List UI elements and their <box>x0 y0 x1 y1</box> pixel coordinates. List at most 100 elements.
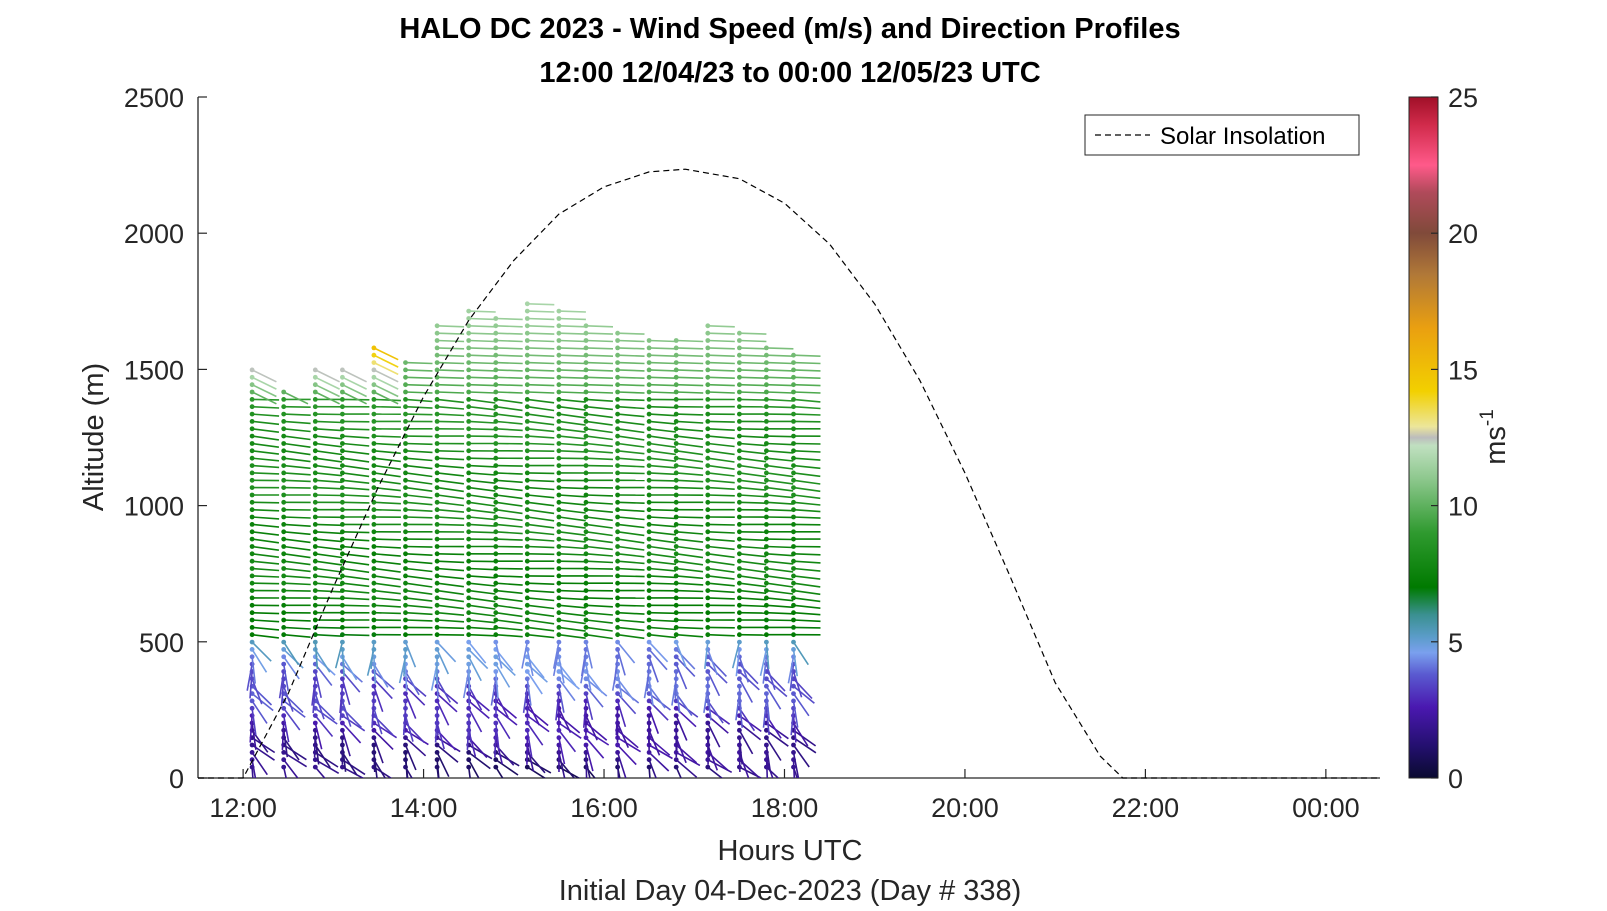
wind-barb-point <box>340 764 345 770</box>
wind-barb-point <box>340 492 345 498</box>
wind-barb-shaft <box>613 656 619 684</box>
wind-barb-shaft <box>468 457 496 460</box>
wind-barb-point <box>493 433 499 439</box>
wind-barb-shaft <box>793 582 821 588</box>
wind-barb-shaft <box>558 405 586 411</box>
wind-barb-point <box>583 419 589 424</box>
wind-barb-shaft <box>495 722 500 750</box>
wind-barb-point <box>434 602 440 608</box>
wind-barb-point <box>312 448 318 454</box>
wind-barb-point <box>673 720 679 726</box>
wind-barb-point <box>340 499 345 505</box>
wind-barb-point <box>737 536 742 542</box>
wind-barb-shaft <box>676 553 704 559</box>
wind-barb-shaft <box>468 597 496 603</box>
wind-barb-shaft <box>315 428 343 432</box>
wind-barb-shaft <box>616 752 627 778</box>
wind-barb-point <box>705 455 711 461</box>
wind-barb-point <box>583 426 589 432</box>
wind-barb-shaft <box>373 405 401 409</box>
wind-barb-shaft <box>342 597 370 601</box>
wind-barb-shaft <box>283 707 301 731</box>
wind-barb-point <box>403 735 408 741</box>
wind-barb-point <box>312 426 318 432</box>
wind-barb-shaft <box>617 339 645 343</box>
wind-barb-shaft <box>707 582 735 587</box>
wind-barb-point <box>705 602 711 608</box>
wind-barb-shaft <box>437 626 465 630</box>
wind-barb-shaft <box>738 744 741 773</box>
wind-barb-point <box>493 595 499 601</box>
wind-barb-shaft <box>617 347 645 350</box>
wind-barb-shaft <box>676 428 704 432</box>
wind-barb-point <box>673 647 679 652</box>
wind-barb-shaft <box>793 405 821 410</box>
wind-barb-shaft <box>283 589 311 592</box>
wind-barb-shaft <box>314 369 340 383</box>
wind-barb-point <box>434 580 440 586</box>
wind-barb-shaft <box>707 597 735 600</box>
wind-barb-point <box>524 727 530 733</box>
wind-barb-point <box>249 499 255 505</box>
wind-barb-point <box>764 580 769 586</box>
wind-barb-point <box>556 308 562 314</box>
wind-barb-point <box>403 404 408 410</box>
wind-barb-shaft <box>558 707 572 734</box>
wind-barb-point <box>466 463 472 468</box>
wind-barb-shaft <box>766 560 794 565</box>
wind-barb-point <box>524 441 530 446</box>
wind-barb-shaft <box>468 376 496 379</box>
wind-barb-point <box>615 426 620 432</box>
wind-barb-point <box>673 411 679 417</box>
wind-barb-point <box>434 382 440 388</box>
chart-subtitle: 12:00 12/04/23 to 00:00 12/05/23 UTC <box>539 57 1040 89</box>
wind-barb-shaft <box>405 450 433 454</box>
wind-barb-point <box>434 404 440 410</box>
wind-barb-point <box>791 455 796 461</box>
wind-barb-shaft <box>558 611 586 617</box>
wind-barb-point <box>281 514 287 520</box>
wind-barb-point <box>705 639 711 645</box>
wind-barb-point <box>615 588 620 593</box>
wind-barb-point <box>705 588 711 593</box>
wind-barb-shaft <box>495 472 523 475</box>
chart-title: HALO DC 2023 - Wind Speed (m/s) and Dire… <box>399 13 1180 45</box>
wind-barb-point <box>673 448 679 454</box>
wind-barb-shaft <box>676 361 704 365</box>
wind-barb-point <box>737 566 742 571</box>
wind-barb-shaft <box>283 538 311 544</box>
wind-barb-point <box>340 602 345 608</box>
wind-barb-point <box>524 492 530 498</box>
wind-barb-shaft <box>558 450 586 453</box>
wind-barb-point <box>403 698 408 704</box>
wind-barb-shaft <box>495 405 523 412</box>
wind-barb-shaft <box>558 589 586 593</box>
wind-barb-point <box>615 360 620 365</box>
wind-barb-shaft <box>342 472 370 478</box>
wind-barb-point <box>646 426 652 432</box>
wind-barb-point <box>312 419 318 424</box>
wind-barb-point <box>403 374 408 380</box>
wind-barb-shaft <box>792 752 800 778</box>
wind-barb-shaft <box>704 642 709 669</box>
wind-barb-point <box>705 610 711 616</box>
wind-barb-shaft <box>648 442 677 448</box>
wind-barb-point <box>737 602 742 608</box>
wind-barb-shaft <box>739 553 767 558</box>
wind-barb-point <box>466 610 472 616</box>
wind-barb-shaft <box>585 611 613 616</box>
wind-barb-point <box>737 419 742 424</box>
wind-barb-point <box>403 389 408 395</box>
wind-barb-point <box>615 397 620 402</box>
wind-barb-point <box>466 374 472 380</box>
wind-barb-point <box>705 551 711 557</box>
wind-barb-shaft <box>555 693 560 721</box>
wind-barb-point <box>556 397 562 402</box>
wind-barb-point <box>281 499 287 505</box>
wind-barb-shaft <box>558 369 586 372</box>
wind-barb-point <box>615 492 620 498</box>
wind-barb-shaft <box>373 369 399 383</box>
wind-barb-point <box>737 514 742 520</box>
wind-barb-point <box>791 485 796 490</box>
wind-barb-shaft <box>314 642 319 670</box>
